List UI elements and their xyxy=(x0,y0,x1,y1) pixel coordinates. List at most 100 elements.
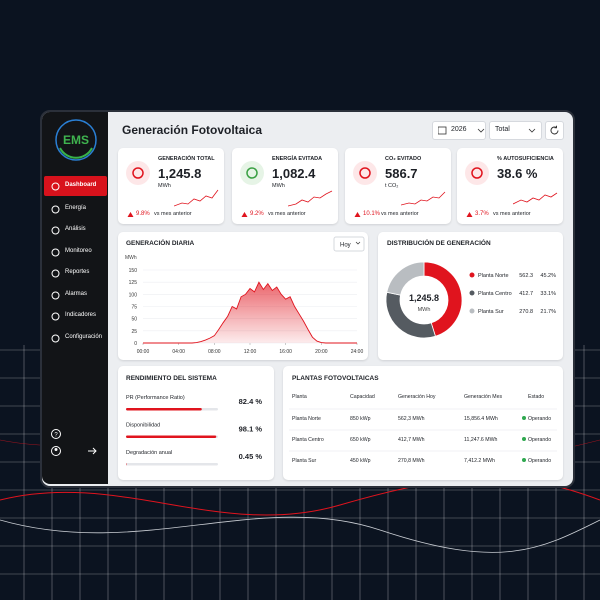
menu-icon xyxy=(51,269,60,278)
metric-label: Disponibilidad xyxy=(126,423,160,429)
page-title: Generación Fotovoltaica xyxy=(122,123,263,137)
kpi-unit: MWh xyxy=(272,183,285,189)
trend-arrow-shape xyxy=(127,212,134,217)
y-tick-label: 125 xyxy=(129,280,138,286)
trend-arrow xyxy=(241,212,248,217)
kpi-label: % AUTOSUFICIENCIA xyxy=(497,156,554,162)
refresh-button[interactable] xyxy=(545,121,564,140)
year-value: 2026 xyxy=(451,126,467,133)
table-cell: 412,7 MWh xyxy=(398,437,425,443)
menu-icon-shape xyxy=(51,269,60,278)
kpi-icon xyxy=(465,161,489,185)
status-dot xyxy=(522,416,526,420)
kpi-change: 9.8% xyxy=(136,211,150,217)
legend-dot xyxy=(469,308,475,314)
sparkline-line xyxy=(288,190,333,207)
menu-icon xyxy=(51,205,60,214)
distribution-chart: DISTRIBUCIÓN DE GENERACIÓN 1,245.8 MWh P… xyxy=(385,238,556,339)
donut-unit: MWh xyxy=(418,307,431,313)
kpi-comparison: vs mes anterior xyxy=(268,211,306,217)
trend-arrow xyxy=(354,212,361,217)
menu-item[interactable]: Reportes xyxy=(44,263,107,283)
table-cell: Operando xyxy=(528,458,551,464)
menu-label: Monitoreo xyxy=(65,248,92,254)
performance-list: RENDIMIENTO DEL SISTEMA PR (Performance … xyxy=(126,375,263,466)
kpi-card: ENERGÍA EVITADA 1,082.4 MWh 9.2% vs mes ante… xyxy=(232,148,338,224)
kpi-change: 3.7% xyxy=(475,211,489,217)
year-select[interactable]: 2026 xyxy=(432,121,486,140)
trend-arrow-shape xyxy=(466,212,473,217)
table-cell: 270,8 MWh xyxy=(398,458,425,464)
metric-label: Degradación anual xyxy=(126,450,172,456)
kpi-label: GENERACIÓN TOTAL xyxy=(158,156,215,162)
menu-label: Indicadores xyxy=(65,312,97,318)
menu-icon xyxy=(51,291,60,300)
status-dot xyxy=(522,437,526,441)
kpi-comparison: vs mes anterior xyxy=(154,211,192,217)
kpi-icon xyxy=(126,161,150,185)
plants-card: PLANTAS FOTOVOLTAICAS Planta Capacidad Gen… xyxy=(283,366,563,480)
menu-label: Energía xyxy=(65,205,87,211)
performance-card: RENDIMIENTO DEL SISTEMA PR (Performance … xyxy=(118,366,274,480)
y-tick-label: 50 xyxy=(131,317,137,323)
kpi-value: 1,245.8 xyxy=(158,166,202,181)
table-cell: Planta Norte xyxy=(292,416,321,422)
kpi-value: 38.6 % xyxy=(497,166,538,181)
menu-item[interactable]: Análisis xyxy=(44,220,107,240)
menu-item[interactable]: Alarmas xyxy=(44,285,107,305)
table-cell: Operando xyxy=(528,437,551,443)
menu-item[interactable]: Dashboard xyxy=(44,176,107,196)
kpi-icon-glyph xyxy=(359,167,371,179)
menu-item[interactable]: Energía xyxy=(44,199,107,219)
svg-text:?: ? xyxy=(54,433,58,439)
menu-label: Dashboard xyxy=(65,182,97,188)
plants-table: PLANTAS FOTOVOLTAICAS Planta Capacidad Gen… xyxy=(289,375,557,464)
donut-segment xyxy=(386,261,425,296)
menu-item[interactable]: Configuración xyxy=(44,328,107,348)
table-cell: 850 kWp xyxy=(350,416,371,422)
scope-select[interactable]: Total xyxy=(489,121,542,140)
legend-value: 562.3 xyxy=(519,273,533,279)
kpi-icon-bg xyxy=(240,161,264,185)
y-axis-label: MWh xyxy=(125,255,137,261)
menu-icon-shape xyxy=(51,248,60,257)
menu-item[interactable]: Monitoreo xyxy=(44,242,107,262)
x-tick-label: 08:00 xyxy=(208,349,221,355)
kpi-icon-glyph xyxy=(471,167,483,179)
menu-icon xyxy=(51,182,60,191)
legend-percent: 33.1% xyxy=(540,291,556,297)
y-tick-label: 150 xyxy=(129,268,138,274)
area-line xyxy=(143,281,357,344)
metric-value: 82.4 % xyxy=(239,397,263,406)
kpi-comparison: vs mes anterior xyxy=(381,211,419,217)
x-tick-label: 20:00 xyxy=(315,349,328,355)
y-tick-label: 75 xyxy=(131,305,137,311)
menu-label: Reportes xyxy=(65,269,90,275)
metric-bar xyxy=(126,435,217,438)
legend-label: Planta Centro xyxy=(478,291,512,297)
menu-icon xyxy=(51,226,60,235)
menu-icon-shape xyxy=(51,334,60,343)
trend-arrow-shape xyxy=(241,212,248,217)
scope-value: Total xyxy=(495,126,510,133)
kpi-icon-bg xyxy=(353,161,377,185)
metric-value: 98.1 % xyxy=(239,425,263,434)
kpi-change: 10.1% xyxy=(363,211,381,217)
x-tick-label: 16:00 xyxy=(279,349,292,355)
daily-chart: GENERACIÓN DIARIA Hoy MWh 0 25 50 75 100 125 1… xyxy=(125,236,365,355)
menu-icon xyxy=(51,334,60,343)
daily-card: GENERACIÓN DIARIA Hoy MWh 0 25 50 75 100 125 1… xyxy=(118,232,368,360)
menu-icon xyxy=(51,248,60,257)
x-tick-label: 12:00 xyxy=(244,349,257,355)
sparkline-line xyxy=(401,191,446,206)
kpi-card: CO₂ EVITADO 586.7 t CO₂ 10.1% vs mes anterio… xyxy=(345,148,451,224)
kpi-icon-glyph xyxy=(132,167,144,179)
menu-item[interactable]: Indicadores xyxy=(44,306,107,326)
period-value: Hoy xyxy=(340,243,351,249)
kpi-comparison: vs mes anterior xyxy=(493,211,531,217)
menu-icon-shape xyxy=(51,312,60,321)
kpi-icon xyxy=(353,161,377,185)
kpi-value: 586.7 xyxy=(385,166,418,181)
chart-title: DISTRIBUCIÓN DE GENERACIÓN xyxy=(387,238,491,247)
period-select[interactable] xyxy=(333,236,365,252)
